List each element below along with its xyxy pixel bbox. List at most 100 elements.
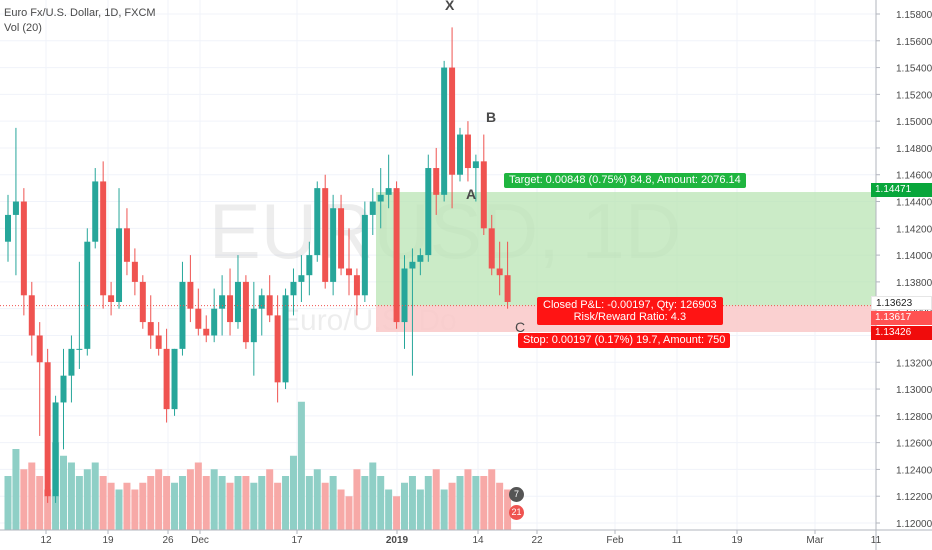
candle-body bbox=[322, 188, 328, 282]
volume-bar bbox=[361, 476, 368, 530]
volume-bar bbox=[274, 483, 281, 530]
volume-bar bbox=[433, 469, 440, 530]
volume-bar bbox=[211, 469, 218, 530]
events-count-bottom: 21 bbox=[511, 507, 521, 517]
volume-bar bbox=[147, 476, 154, 530]
candle-body bbox=[195, 309, 201, 329]
stop-price-label: 1.13426 bbox=[871, 326, 932, 340]
volume-bar bbox=[195, 463, 202, 531]
candle-body bbox=[354, 275, 360, 295]
volume-indicator-label[interactable]: Vol (20) bbox=[4, 21, 156, 36]
volume-bar bbox=[353, 469, 360, 530]
wave-label-x[interactable]: X bbox=[445, 0, 454, 13]
candle-body bbox=[21, 202, 27, 296]
volume-bar bbox=[131, 490, 138, 531]
candle-body bbox=[108, 295, 114, 302]
candle-body bbox=[386, 188, 392, 195]
candle-body bbox=[203, 329, 209, 336]
candle-body bbox=[457, 135, 463, 175]
time-axis-label: 2019 bbox=[386, 535, 409, 546]
candle-body bbox=[275, 315, 281, 382]
volume-bar bbox=[108, 483, 115, 530]
price-axis-label: 1.12800 bbox=[896, 412, 932, 423]
candle-body bbox=[370, 202, 376, 215]
volume-bar bbox=[179, 476, 186, 530]
time-axis-label: Feb bbox=[606, 535, 624, 546]
candle-body bbox=[148, 322, 154, 335]
price-axis-label: 1.12200 bbox=[896, 492, 932, 503]
volume-bar bbox=[290, 456, 297, 530]
volume-bar bbox=[139, 483, 146, 530]
volume-bar bbox=[377, 476, 384, 530]
events-badge-bottom[interactable]: 21 bbox=[509, 505, 524, 520]
candle-body bbox=[61, 376, 67, 403]
candle-body bbox=[37, 335, 43, 362]
candle-body bbox=[505, 275, 511, 302]
risk-reward-text: Risk/Reward Ratio: 4.3 bbox=[543, 311, 717, 323]
time-axis-label: 11 bbox=[672, 535, 683, 546]
events-count-top: 7 bbox=[514, 489, 519, 499]
target-tooltip: Target: 0.00848 (0.75%) 84.8, Amount: 20… bbox=[504, 173, 746, 188]
price-axis-label: 1.13800 bbox=[896, 278, 932, 289]
candle-body bbox=[425, 168, 431, 255]
candle-body bbox=[378, 195, 384, 202]
price-axis-label: 1.12400 bbox=[896, 465, 932, 476]
candle-body bbox=[45, 362, 51, 496]
time-axis-label: Dec bbox=[191, 535, 209, 546]
price-axis-label: 1.14400 bbox=[896, 198, 932, 209]
candle-body bbox=[187, 282, 193, 309]
volume-bar bbox=[123, 483, 130, 530]
price-axis-label: 1.15200 bbox=[896, 90, 932, 101]
candle-body bbox=[13, 202, 19, 215]
candle-body bbox=[259, 295, 265, 308]
candle-body bbox=[116, 228, 122, 302]
time-axis-label: 19 bbox=[102, 535, 114, 546]
volume-bar bbox=[76, 476, 83, 530]
volume-bar bbox=[314, 469, 321, 530]
closed-pnl-text: Closed P&L: -0.00197, Qty: 126903 bbox=[543, 299, 717, 311]
candle-body bbox=[132, 262, 138, 282]
time-axis-label: 14 bbox=[472, 535, 484, 546]
volume-bar bbox=[393, 496, 400, 530]
volume-bar bbox=[306, 476, 313, 530]
candle-body bbox=[172, 349, 178, 409]
volume-bar bbox=[84, 469, 91, 530]
candle-body bbox=[243, 282, 249, 342]
volume-bar bbox=[464, 469, 471, 530]
candle-body bbox=[441, 68, 447, 195]
wave-label-a[interactable]: A bbox=[466, 186, 476, 202]
target-price-label: 1.14471 bbox=[871, 183, 932, 197]
symbol-title[interactable]: Euro Fx/U.S. Dollar, 1D, FXCM bbox=[4, 6, 156, 21]
candle-body bbox=[179, 282, 185, 349]
volume-bar bbox=[496, 483, 503, 530]
candle-body bbox=[409, 262, 415, 269]
volume-bar bbox=[234, 476, 241, 530]
candle-body bbox=[235, 282, 241, 322]
price-axis-label: 1.15600 bbox=[896, 37, 932, 48]
volume-bar bbox=[330, 476, 337, 530]
candle-body bbox=[433, 168, 439, 195]
candle-body bbox=[76, 349, 82, 350]
candle-body bbox=[417, 255, 423, 262]
volume-bar bbox=[480, 476, 487, 530]
events-badge-top[interactable]: 7 bbox=[509, 487, 524, 502]
volume-bar bbox=[28, 463, 35, 531]
volume-bar bbox=[441, 490, 448, 531]
candle-body bbox=[394, 188, 400, 322]
volume-bar bbox=[266, 469, 273, 530]
volume-bar bbox=[68, 463, 75, 531]
volume-bar bbox=[12, 449, 19, 530]
closed-pnl-tooltip: Closed P&L: -0.00197, Qty: 126903 Risk/R… bbox=[537, 297, 723, 325]
price-axis-label: 1.15000 bbox=[896, 117, 932, 128]
candle-body bbox=[473, 161, 479, 168]
candle-body bbox=[449, 68, 455, 175]
candle-body bbox=[497, 269, 503, 276]
volume-bar bbox=[322, 483, 329, 530]
candle-body bbox=[402, 269, 408, 323]
wave-label-b[interactable]: B bbox=[486, 109, 496, 125]
candle-body bbox=[298, 275, 304, 282]
candle-body bbox=[489, 228, 495, 268]
volume-bar bbox=[100, 476, 107, 530]
